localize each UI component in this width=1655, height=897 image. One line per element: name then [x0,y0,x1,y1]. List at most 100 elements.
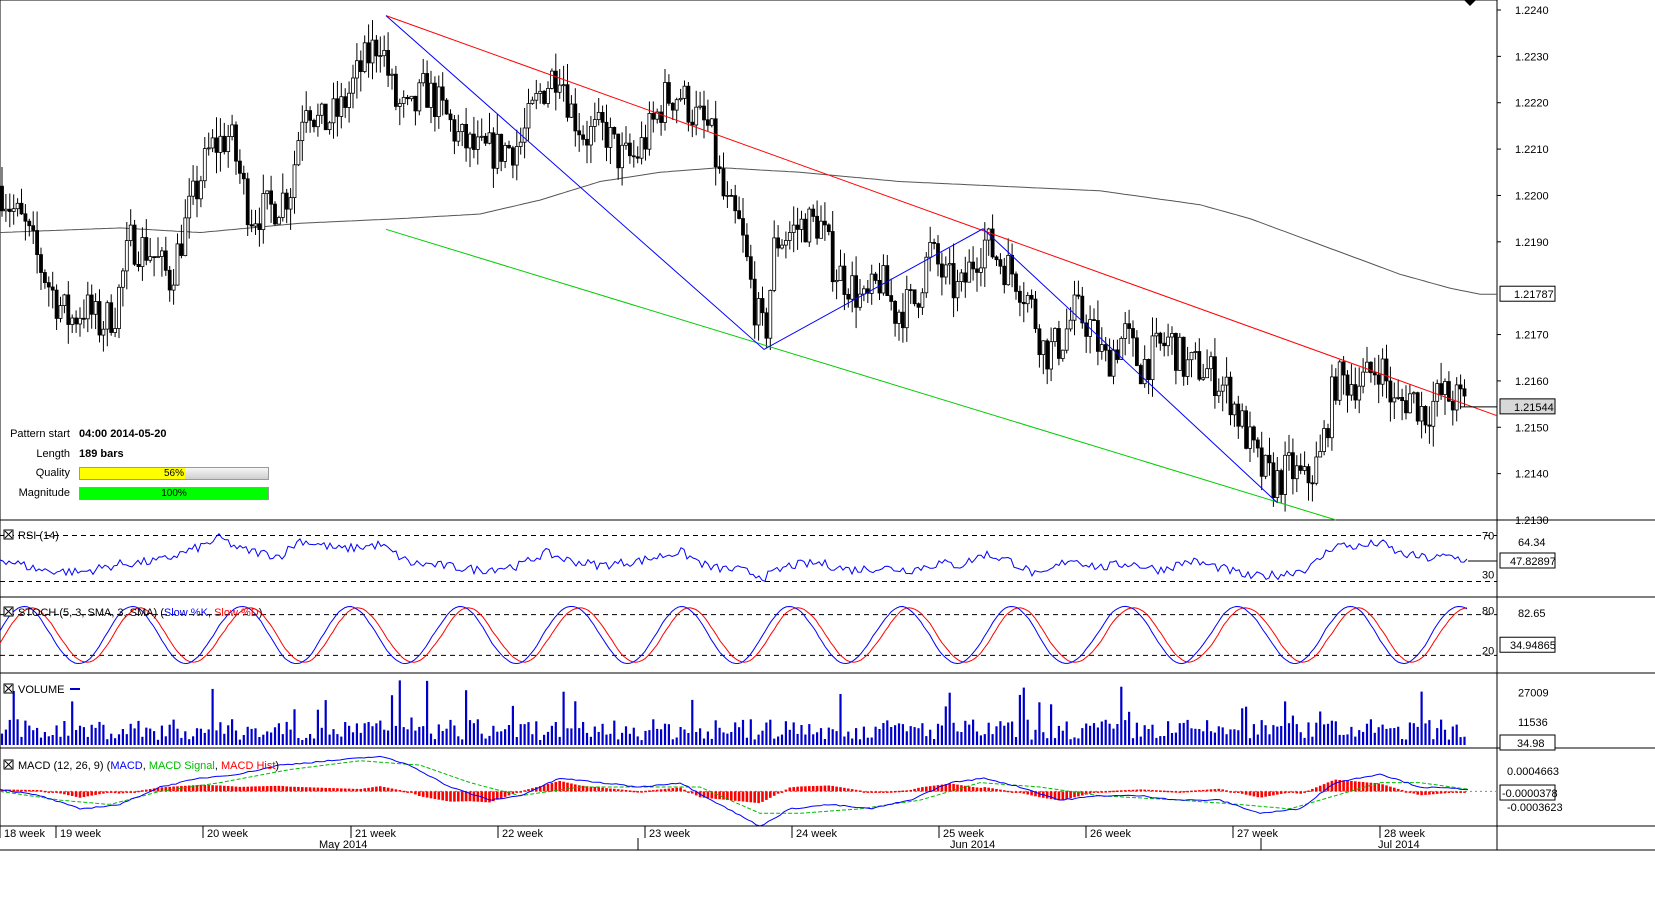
candle-74 [288,188,293,230]
candle-212 [826,223,831,236]
candle-66 [257,207,262,247]
macd-hist-bar-103 [402,790,405,793]
macd-hist-bar-219 [854,789,858,792]
candle-body [1291,452,1295,480]
candle-337 [1314,441,1319,486]
candle-body [1427,424,1432,427]
macd-hist-bar-294 [1147,789,1150,792]
candle-285 [1111,339,1116,385]
macd-hist-bar-184 [718,791,721,800]
candle-115 [448,109,453,132]
candle-body [526,103,531,129]
candle-338 [1318,434,1323,458]
candle-body [951,263,956,299]
candle-body [1443,381,1447,396]
macd-hist-bar-203 [792,787,795,792]
candle-340 [1326,423,1330,448]
macd-hist-bar-115 [449,791,452,802]
candle-body [226,136,231,153]
macd-hist-bar-43 [168,786,171,792]
macd-hist-bar-315 [1229,791,1232,793]
candle-85 [331,82,336,139]
quality-bar-fill [80,468,186,479]
macd-hist-bar-234 [913,788,916,792]
candle-body [764,312,769,339]
macd-hist-bar-367 [1432,791,1435,795]
candle-94 [366,24,371,78]
candle-304 [1185,346,1190,385]
candle-body [608,127,613,148]
candle-body [589,126,593,146]
macd-hist-bar-304 [1186,790,1189,793]
macd-hist-bar-231 [901,790,905,792]
candle-body [374,39,379,57]
macd-hist-bar-362 [1412,791,1416,794]
macd-hist-bar-78 [304,787,308,792]
candle-27 [105,300,110,347]
candle-186 [725,181,730,208]
candle-body [78,317,82,325]
candle-71 [276,215,281,225]
macd-hist-bar-229 [893,791,897,793]
candle-149 [581,125,585,146]
candle-0 [0,167,4,217]
candle-body [1041,340,1046,355]
candle-268 [1045,338,1050,385]
candle-143 [557,69,562,99]
macd-hist-bar-326 [1272,791,1275,796]
macd-hist-bar-317 [1237,791,1240,793]
candle-44 [171,269,176,305]
candle-body [1228,376,1233,416]
macd-hist-bar-352 [1373,783,1377,792]
candle-body [748,256,753,280]
candle-body [148,256,153,261]
candle-96 [374,35,379,73]
candle-106 [413,95,418,126]
macd-hist-bar-220 [858,790,862,792]
candle-307 [1197,338,1202,382]
candle-body [15,202,20,210]
candle-197 [768,289,773,350]
candle-256 [998,253,1003,275]
macd-hist-bar-193 [753,791,756,803]
candle-320 [1248,411,1252,462]
candle-255 [994,255,999,266]
macd-hist-bar-343 [1338,780,1341,792]
candle-3 [11,194,16,225]
candle-343 [1337,359,1342,406]
candle-body [171,284,176,291]
candle-254 [990,214,995,259]
macd-hist-bar-80 [312,787,316,792]
candle-20 [78,307,82,337]
macd-hist-bar-100 [390,788,394,792]
candle-235 [916,302,921,319]
macd-hist-bar-77 [301,787,304,792]
macd-hist-bar-186 [726,791,729,800]
macd-hist-bar-90 [351,788,355,792]
candle-176 [686,82,691,132]
macd-hist-bar-49 [191,785,195,792]
macd-hist-bar-149 [581,785,585,792]
macd-hist-bar-112 [437,791,441,800]
candle-body [195,180,199,200]
candle-body [1154,332,1159,337]
macd-hist-bar-223 [870,791,873,793]
macd-hist-bar-117 [457,791,460,802]
macd-hist-bar-32 [125,791,129,793]
candle-body [967,261,972,283]
week-label-3: 21 week [355,828,396,840]
macd-hist-bar-263 [1026,791,1029,795]
candle-body [1322,428,1326,452]
macd-hist-bar-336 [1311,788,1314,792]
week-label-1: 19 week [60,828,101,840]
candle-body [0,185,4,212]
macd-hist-bar-230 [897,790,901,793]
candle-351 [1369,361,1373,383]
candle-body [1064,328,1069,351]
candle-157 [612,126,617,139]
candle-body [924,256,929,294]
candle-body [1353,384,1358,401]
candle-45 [175,233,180,286]
candle-body [889,295,894,302]
rsi-panel [0,533,1497,583]
